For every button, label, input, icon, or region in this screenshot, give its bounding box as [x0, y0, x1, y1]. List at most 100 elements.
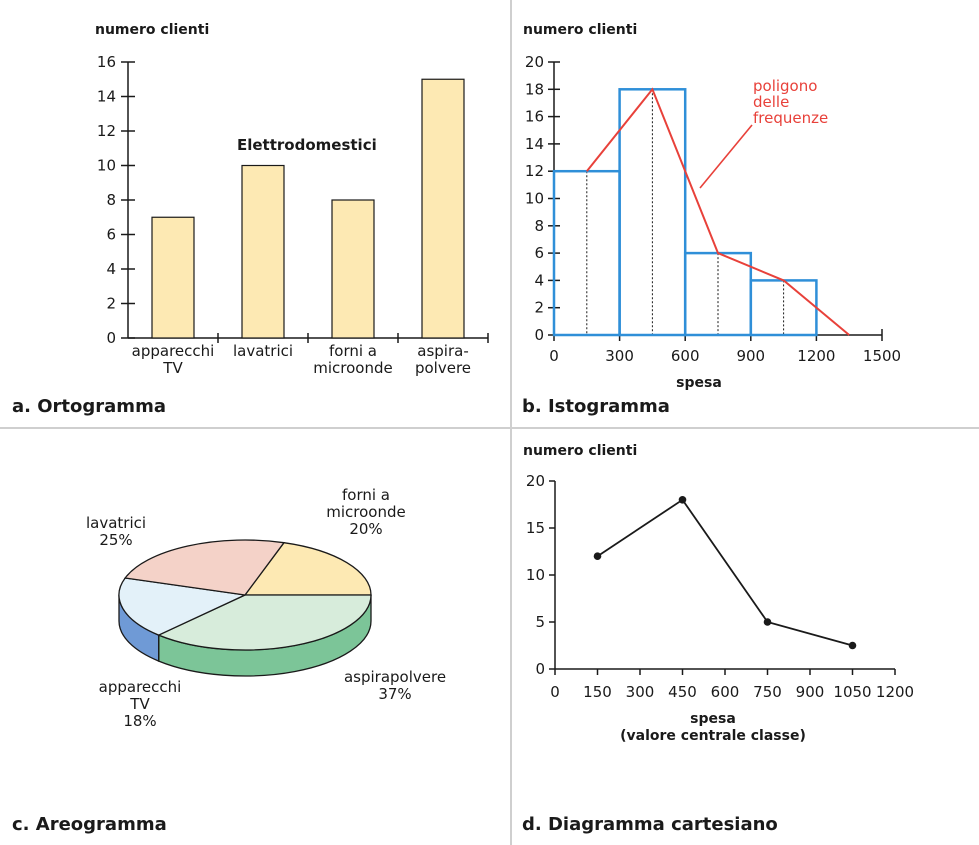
istogramma-y-tick-label: 18 — [525, 80, 544, 98]
ortogramma-bar — [421, 78, 465, 339]
pie-slice-label-line: TV — [129, 695, 150, 713]
pie-slice — [123, 539, 286, 596]
istogramma-y-tick-label: 16 — [525, 108, 544, 126]
panel-areogramma: c. Areogramma forni a microonde 20% aspirap… — [12, 486, 446, 835]
ortogramma-bar — [151, 216, 195, 339]
cartesiano-y-tick-label: 20 — [526, 472, 545, 490]
frequency-polygon-label: poligono delle frequenze — [753, 77, 828, 127]
pie-slice-label: aspirapolvere 37% — [344, 668, 446, 703]
ortogramma-caption: a. Ortogramma — [12, 396, 166, 417]
pie-slice-label-line: 25% — [99, 531, 132, 549]
pie-slice-label-line: microonde — [326, 503, 405, 521]
ortogramma-y-tick-label: 4 — [106, 260, 116, 278]
panel-diagramma-cartesiano: numero clienti d. Diagramma cartesiano 0… — [522, 443, 914, 835]
cartesiano-x-tick-label: 300 — [626, 683, 655, 701]
istogramma-x-tick-label: 1500 — [863, 347, 901, 365]
panel-istogramma: numero clienti spesa b. Istogramma 0 2 4 6 8… — [522, 22, 901, 417]
pie-slice-label-line: apparecchi — [99, 678, 182, 696]
istogramma-y-axis-label: numero clienti — [523, 22, 637, 38]
cartesiano-data-point — [593, 552, 602, 560]
frequency-polygon-label-line: poligono — [753, 77, 817, 95]
istogramma-y-tick-label: 8 — [534, 217, 544, 235]
istogramma-y-tick-label: 6 — [534, 244, 544, 262]
ortogramma-y-tick-label: 8 — [106, 191, 116, 209]
cartesiano-y-tick-label: 5 — [535, 613, 545, 631]
cartesiano-x-tick-label: 0 — [550, 683, 560, 701]
ortogramma-category-label: apparecchi TV — [132, 342, 215, 377]
cartesiano-x-tick-label: 1200 — [876, 683, 914, 701]
ortogramma-category-label-line: forni a — [329, 342, 377, 360]
cartesiano-data-point — [848, 641, 857, 650]
istogramma-y-tick-label: 10 — [525, 190, 544, 208]
istogramma-x-tick-label: 0 — [549, 347, 559, 365]
istogramma-y-tick-label: 0 — [534, 326, 544, 344]
istogramma-x-tick-label: 600 — [671, 347, 700, 365]
istogramma-y-tick-label: 20 — [525, 53, 544, 71]
ortogramma-annotation: Elettrodomestici — [237, 136, 377, 154]
cartesiano-caption: d. Diagramma cartesiano — [522, 814, 778, 835]
ortogramma-y-tick-label: 16 — [97, 53, 116, 71]
pie-slice-label-line: 37% — [378, 685, 411, 703]
ortogramma-category-label: lavatrici — [233, 342, 293, 360]
pie-slice — [243, 541, 372, 596]
frequency-polygon-callout-line — [699, 124, 753, 189]
ortogramma-category-label: forni a microonde — [313, 342, 392, 377]
ortogramma-category-label-line: aspira- — [417, 342, 468, 360]
pie-slice — [118, 577, 248, 636]
pie-slice-label-line: 18% — [123, 712, 156, 730]
istogramma-y-tick-label: 4 — [534, 271, 544, 289]
ortogramma-y-tick-label: 10 — [97, 157, 116, 175]
cartesiano-x-axis-label-line: (valore centrale classe) — [620, 728, 806, 744]
istogramma-y-tick-label: 12 — [525, 162, 544, 180]
ortogramma-bar — [331, 199, 375, 339]
ortogramma-y-tick-label: 2 — [106, 295, 116, 313]
istogramma-y-tick-label: 14 — [525, 135, 544, 153]
cartesiano-x-tick-label: 750 — [753, 683, 782, 701]
ortogramma-y-tick-label: 14 — [97, 88, 116, 106]
cartesiano-y-tick-label: 10 — [526, 566, 545, 584]
istogramma-caption: b. Istogramma — [522, 396, 670, 417]
ortogramma-category-label-line: lavatrici — [233, 342, 293, 360]
panel-ortogramma: numero clienti Elettrodomestici a. Ortog… — [12, 22, 489, 417]
cartesiano-x-axis-label-line: spesa — [690, 711, 736, 727]
cartesiano-x-tick-label: 1050 — [833, 683, 871, 701]
ortogramma-category-label-line: apparecchi — [132, 342, 215, 360]
pie-slice-label-line: forni a — [342, 486, 390, 504]
frequency-polygon-label-line: frequenze — [753, 109, 828, 127]
cartesiano-x-tick-label: 900 — [796, 683, 825, 701]
frequency-polygon-line — [586, 87, 850, 336]
ortogramma-y-axis-label: numero clienti — [95, 22, 209, 38]
istogramma-x-tick-label: 300 — [605, 347, 634, 365]
cartesiano-x-tick-label: 150 — [583, 683, 612, 701]
areogramma-caption: c. Areogramma — [12, 814, 167, 835]
cartesiano-x-tick-label: 450 — [668, 683, 697, 701]
frequency-polygon-label-line: delle — [753, 93, 789, 111]
cartesiano-data-point — [763, 618, 772, 626]
pie-slice-label: lavatrici 25% — [86, 514, 146, 549]
pie-slice-label-line: lavatrici — [86, 514, 146, 532]
pie-slice-label: apparecchi TV 18% — [99, 678, 182, 730]
cartesiano-series-line — [597, 498, 853, 647]
ortogramma-category-label-line: TV — [162, 359, 183, 377]
pie-slice-label-line: 20% — [349, 520, 382, 538]
ortogramma-category-label: aspira-polvere — [415, 342, 471, 377]
cartesiano-y-tick-label: 0 — [535, 660, 545, 678]
cartesiano-x-tick-label: 600 — [711, 683, 740, 701]
ortogramma-y-tick-label: 6 — [106, 226, 116, 244]
ortogramma-category-label-line: polvere — [415, 359, 471, 377]
cartesiano-y-axis-label: numero clienti — [523, 443, 637, 459]
pie-slice-label-line: aspirapolvere — [344, 668, 446, 686]
istogramma-x-axis-label: spesa — [676, 375, 722, 391]
pie-slice-label: forni a microonde 20% — [326, 486, 405, 538]
ortogramma-category-label-line: microonde — [313, 359, 392, 377]
istogramma-y-tick-label: 2 — [534, 299, 544, 317]
pie-slice — [157, 594, 372, 651]
ortogramma-bar — [241, 164, 285, 339]
ortogramma-y-tick-label: 12 — [97, 122, 116, 140]
cartesiano-data-point — [678, 496, 687, 504]
ortogramma-y-tick-label: 0 — [106, 329, 116, 347]
cartesiano-x-axis-label: spesa (valore centrale classe) — [620, 711, 806, 744]
istogramma-x-tick-label: 900 — [736, 347, 765, 365]
